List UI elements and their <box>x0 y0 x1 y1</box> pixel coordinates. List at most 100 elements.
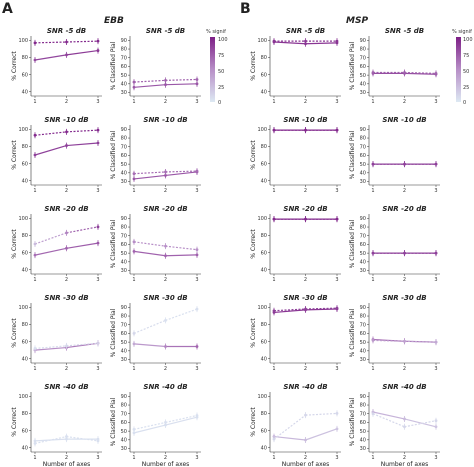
y-tick-label: 50 <box>360 162 366 168</box>
y-tick-label: 80 <box>360 136 366 142</box>
series-dashed-segment <box>66 342 99 347</box>
y-tick-label: 40 <box>121 260 127 266</box>
subplot-title: SNR -40 dB <box>283 383 327 391</box>
y-tick-label: 80 <box>261 55 267 61</box>
x-tick-label: 1 <box>132 277 135 283</box>
data-point <box>272 437 276 441</box>
subplot-b-correct-1: SNR -5 dB 40 60 80 100 1 2 3 % Correct <box>250 27 341 105</box>
y-tick-label: 60 <box>22 161 28 167</box>
y-axis-label: % Classified Pial <box>349 397 356 446</box>
data-point <box>96 49 100 52</box>
x-tick-label: 3 <box>96 99 99 105</box>
data-point <box>164 254 167 258</box>
series-solid-segment <box>133 424 166 434</box>
x-tick-label: 3 <box>335 188 338 194</box>
series-dashed-segment <box>273 308 306 312</box>
subplot-title: SNR -20 dB <box>382 205 426 213</box>
x-tick-label: 1 <box>132 366 135 372</box>
y-tick-label: 30 <box>121 179 127 185</box>
y-tick-label: 60 <box>22 72 28 78</box>
series-solid-segment <box>34 54 67 61</box>
series-solid-segment <box>133 174 166 180</box>
y-tick-label: 60 <box>360 242 366 248</box>
data-point <box>195 307 199 311</box>
panel-letter-a: A <box>2 1 13 17</box>
x-tick-label: 2 <box>65 188 68 194</box>
data-point <box>335 412 339 415</box>
y-tick-label: 40 <box>261 89 267 95</box>
data-point <box>65 435 68 438</box>
y-tick-label: 70 <box>121 233 127 239</box>
colorbar-tick: 50 <box>463 69 469 75</box>
x-axis-label: Number of axes <box>282 461 330 467</box>
data-point <box>403 339 406 343</box>
data-point <box>272 39 276 43</box>
x-tick-label: 3 <box>434 277 437 283</box>
data-point <box>96 225 100 229</box>
y-tick-label: 90 <box>121 38 127 44</box>
y-tick-label: 70 <box>360 144 366 150</box>
data-point <box>132 172 136 176</box>
data-point <box>164 345 167 348</box>
colorbar-tick: 25 <box>463 85 469 91</box>
series-solid-segment <box>165 171 198 177</box>
x-tick-label: 1 <box>371 99 374 105</box>
x-axis-label: Number of axes <box>43 461 91 467</box>
data-point <box>33 347 37 350</box>
series-solid-segment <box>66 49 99 56</box>
data-point <box>65 344 68 348</box>
subplot-b-pial-3: SNR -20 dB 30 40 50 60 70 80 90 1 2 3 % Classified … <box>349 205 440 283</box>
series-solid-segment <box>34 438 67 442</box>
y-tick-label: 80 <box>261 322 267 328</box>
series-dashed-segment <box>165 414 198 424</box>
y-axis-label: % Correct <box>11 51 18 81</box>
subplot-title: SNR -40 dB <box>382 383 426 391</box>
y-tick-label: 100 <box>18 394 28 400</box>
data-point <box>403 71 406 74</box>
series-solid-segment <box>66 142 99 147</box>
y-tick-label: 70 <box>360 233 366 239</box>
y-tick-label: 80 <box>360 314 366 320</box>
subplot-title: SNR -20 dB <box>143 205 187 213</box>
subplot-title: SNR -5 dB <box>47 27 86 35</box>
x-tick-label: 3 <box>195 188 198 194</box>
y-tick-label: 30 <box>121 446 127 452</box>
y-axis-label: % Classified Pial <box>110 130 117 179</box>
x-tick-label: 3 <box>335 455 338 461</box>
x-tick-label: 3 <box>335 277 338 283</box>
subplot-a-correct-4: SNR -30 dB 40 60 80 100 1 2 3 % Correct <box>11 294 102 372</box>
series-solid-segment <box>133 343 166 348</box>
colorbar-gradient <box>210 37 215 102</box>
subplot-title: SNR -10 dB <box>283 116 327 124</box>
data-point <box>195 345 199 348</box>
series-solid-segment <box>404 72 437 75</box>
y-tick-label: 100 <box>18 127 28 133</box>
y-tick-label: 40 <box>360 82 366 88</box>
x-tick-label: 1 <box>371 455 374 461</box>
subplot-b-pial-4: SNR -30 dB 30 40 50 60 70 80 90 1 2 3 % Classified … <box>349 294 440 372</box>
y-axis-label: % Correct <box>250 140 257 170</box>
y-tick-label: 40 <box>360 438 366 444</box>
series-solid-segment <box>273 41 306 45</box>
data-point <box>132 332 136 335</box>
y-axis-label: % Correct <box>11 140 18 170</box>
series-solid-segment <box>305 428 338 441</box>
y-tick-label: 70 <box>121 55 127 61</box>
data-point <box>195 169 199 173</box>
y-axis-label: % Correct <box>250 229 257 259</box>
subplot-title: SNR -20 dB <box>44 205 88 213</box>
y-tick-label: 60 <box>360 420 366 426</box>
y-tick-label: 50 <box>121 73 127 79</box>
series-solid-segment <box>305 42 338 45</box>
y-tick-label: 40 <box>261 445 267 451</box>
data-point <box>33 242 37 246</box>
series-solid-segment <box>372 411 405 420</box>
data-point <box>403 251 406 255</box>
y-tick-label: 60 <box>261 339 267 345</box>
series-dashed-segment <box>66 226 99 234</box>
colorbar-b: % signif 100 75 50 25 0 <box>452 29 473 106</box>
y-tick-label: 50 <box>121 162 127 168</box>
series-dashed-segment <box>404 420 437 428</box>
series-dashed-segment <box>66 40 99 43</box>
y-tick-label: 70 <box>360 411 366 417</box>
